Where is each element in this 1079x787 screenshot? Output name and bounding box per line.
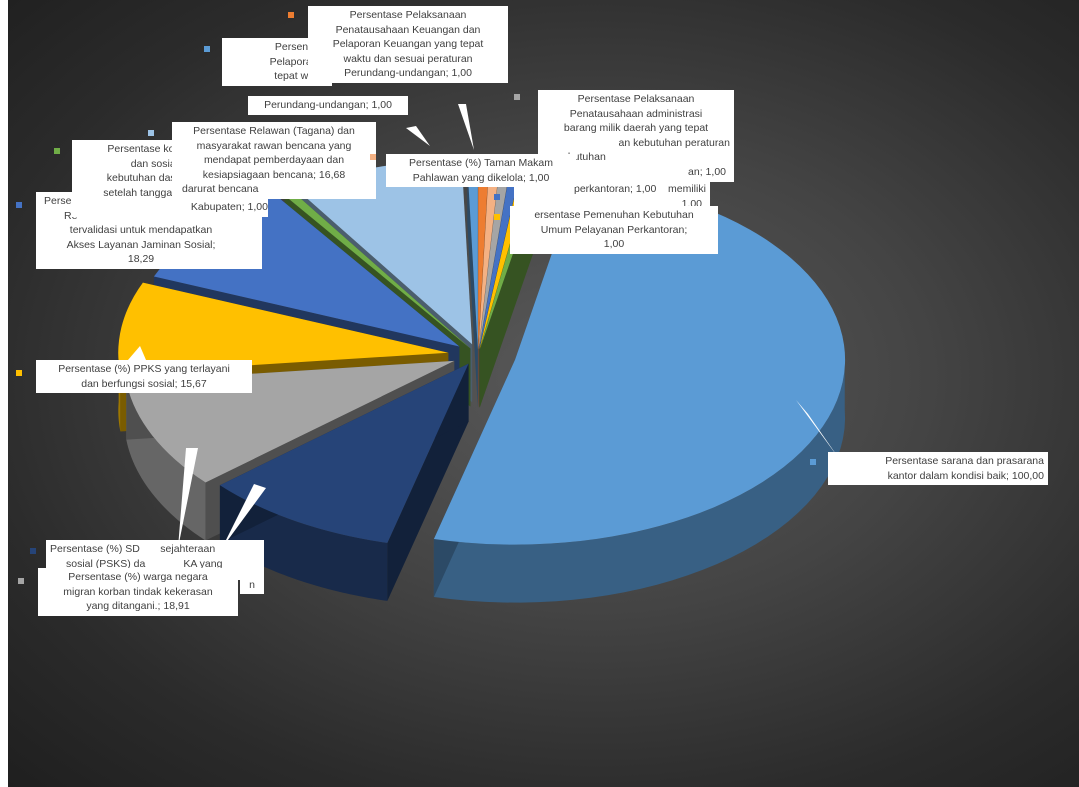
leader-sdm <box>178 448 198 548</box>
pie-slice <box>295 159 473 345</box>
label-line: waktu dan sesuai peraturan <box>343 52 473 65</box>
legend-key-perkantoran <box>494 194 500 200</box>
label-line: setelah tanggap <box>103 186 178 199</box>
label-line: kantor dalam kondisi baik; 100,00 <box>887 469 1044 482</box>
label-line: an kebutuhan peraturan <box>618 136 730 149</box>
pie-slice <box>478 164 489 350</box>
label-fragment: sosial (PSKS) da <box>66 557 146 570</box>
legend-key-taman <box>370 154 376 160</box>
label-fragment: Persentase (%) SD <box>50 543 140 555</box>
label-line: 18,29 <box>127 253 155 265</box>
pie-slice <box>478 164 500 350</box>
label-migran: Persentase (%) warga negara migran korba… <box>38 568 238 616</box>
chart-area: Persentase sarana dan prasarana kantor d… <box>8 0 1079 787</box>
label-line: sosial (PSKS) da KA yang <box>50 557 260 572</box>
label-line: Penatausahaan administrasi <box>569 107 703 120</box>
legend-key-relawan <box>148 130 154 136</box>
pie-slice <box>478 164 511 350</box>
label-line: ersentase Pemenuhan Kebutuhan <box>534 209 694 221</box>
label-line: an; 1,00 <box>688 165 726 178</box>
pie-slice <box>219 363 469 543</box>
label-line: migran korban tindak kekerasan <box>63 585 213 598</box>
label-line: Persentase (%) warga negara <box>68 571 208 583</box>
label-line: Perundang-undangan; 1,00 <box>344 67 472 79</box>
label-line: darurat bencana <box>182 183 259 195</box>
label-line: Umum Pelayanan Perkantoran; <box>540 223 688 236</box>
legend-key-ppks <box>16 370 22 376</box>
leader-relawan <box>406 126 430 146</box>
label-fragment: perkantoran; 1,00 <box>574 183 657 195</box>
pie-slice-side <box>433 351 846 603</box>
pie-slice <box>467 164 478 350</box>
label-sdm-tail: n <box>240 578 264 594</box>
legend-key-sdm <box>30 548 36 554</box>
label-line: Pahlawan yang dikelola; 1,00 <box>412 171 550 184</box>
legend-key-korban <box>54 148 60 154</box>
label-line: Kabupaten; 1,00 <box>190 201 268 213</box>
label-line: dan sosial <box>130 157 178 170</box>
label-relawan: Persentase Relawan (Tagana) dan masyarak… <box>172 122 376 199</box>
label-fragment: KA yang <box>183 557 223 570</box>
label-line: Persentase Pelaksanaan <box>577 93 695 105</box>
label-pelaporan-tail: Perundang-undangan; 1,00 <box>248 96 408 115</box>
label-taman: Persentase (%) Taman Makam Pahlawan yang… <box>386 154 576 187</box>
label-line: kebutuhan dasi <box>106 172 178 184</box>
leader-sarana <box>796 400 840 460</box>
label-pelayanan: ersentase Pemenuhan Kebutuhan Umum Pelay… <box>510 206 718 254</box>
label-line: Persentase sarana dan prasarana <box>885 455 1044 467</box>
label-line: Penatausahaan Keuangan dan <box>335 23 481 36</box>
legend-key-pelaporan <box>204 46 210 52</box>
label-line: barang milik daerah yang tepat <box>563 122 709 134</box>
label-line: kesiapsiagaan bencana; 16,68 <box>202 168 346 181</box>
leader-ppks <box>128 346 146 360</box>
label-sarana: Persentase sarana dan prasarana kantor d… <box>828 452 1048 485</box>
leader-migran <box>222 484 266 548</box>
label-line: yang ditangani.; 18,91 <box>86 600 190 612</box>
label-line: Pelaporan Keuangan yang tepat <box>332 38 484 50</box>
label-line: Perse <box>44 195 72 207</box>
legend-key-keuangan <box>288 12 294 18</box>
label-line: mendapat pemberdayaan dan <box>203 154 345 166</box>
leader-lines <box>128 104 840 548</box>
label-line: Persentase (%) PPKS yang terlayani <box>58 363 230 375</box>
label-line: 1,00 <box>603 238 625 250</box>
label-line: masyarakat rawan bencana yang <box>196 139 352 152</box>
label-line: Persentase kor <box>107 143 178 155</box>
legend-key-sarana <box>810 459 816 465</box>
leader-keuangan <box>458 104 474 150</box>
legend-key-pelayanan <box>494 214 500 220</box>
pie-slice-cut <box>467 164 478 408</box>
pie-slice <box>433 178 846 545</box>
label-fragment: memiliki <box>667 183 706 195</box>
label-line: Akses Layanan Jaminan Sosial; <box>66 238 216 251</box>
label-bmd: Persentase Pelaksanaan Penatausahaan adm… <box>538 90 734 182</box>
label-keuangan: Persentase Pelaksanaan Penatausahaan Keu… <box>308 6 508 83</box>
legend-key-jamsos <box>16 202 22 208</box>
legend-key-bmd <box>514 94 520 100</box>
label-line: dan berfungsi sosial; 15,67 <box>81 377 207 390</box>
label-line: Persentase Relawan (Tagana) dan <box>193 125 355 137</box>
label-line: perkantoran; 1,00 memiliki <box>518 182 706 197</box>
pie-slice <box>284 192 471 349</box>
label-line: Persentase (%) Taman Makam <box>409 157 553 169</box>
pie-slice <box>118 282 449 374</box>
label-ppks: Persentase (%) PPKS yang terlayani dan b… <box>36 360 252 393</box>
label-line: Persentase (%) SD sejahteraan <box>50 542 260 557</box>
label-line: tervalidasi untuk mendapatkan <box>69 224 213 236</box>
legend-key-migran <box>18 578 24 584</box>
label-fragment: sejahteraan <box>160 543 216 555</box>
label-line: Persentase Pelaksanaan <box>349 9 467 21</box>
